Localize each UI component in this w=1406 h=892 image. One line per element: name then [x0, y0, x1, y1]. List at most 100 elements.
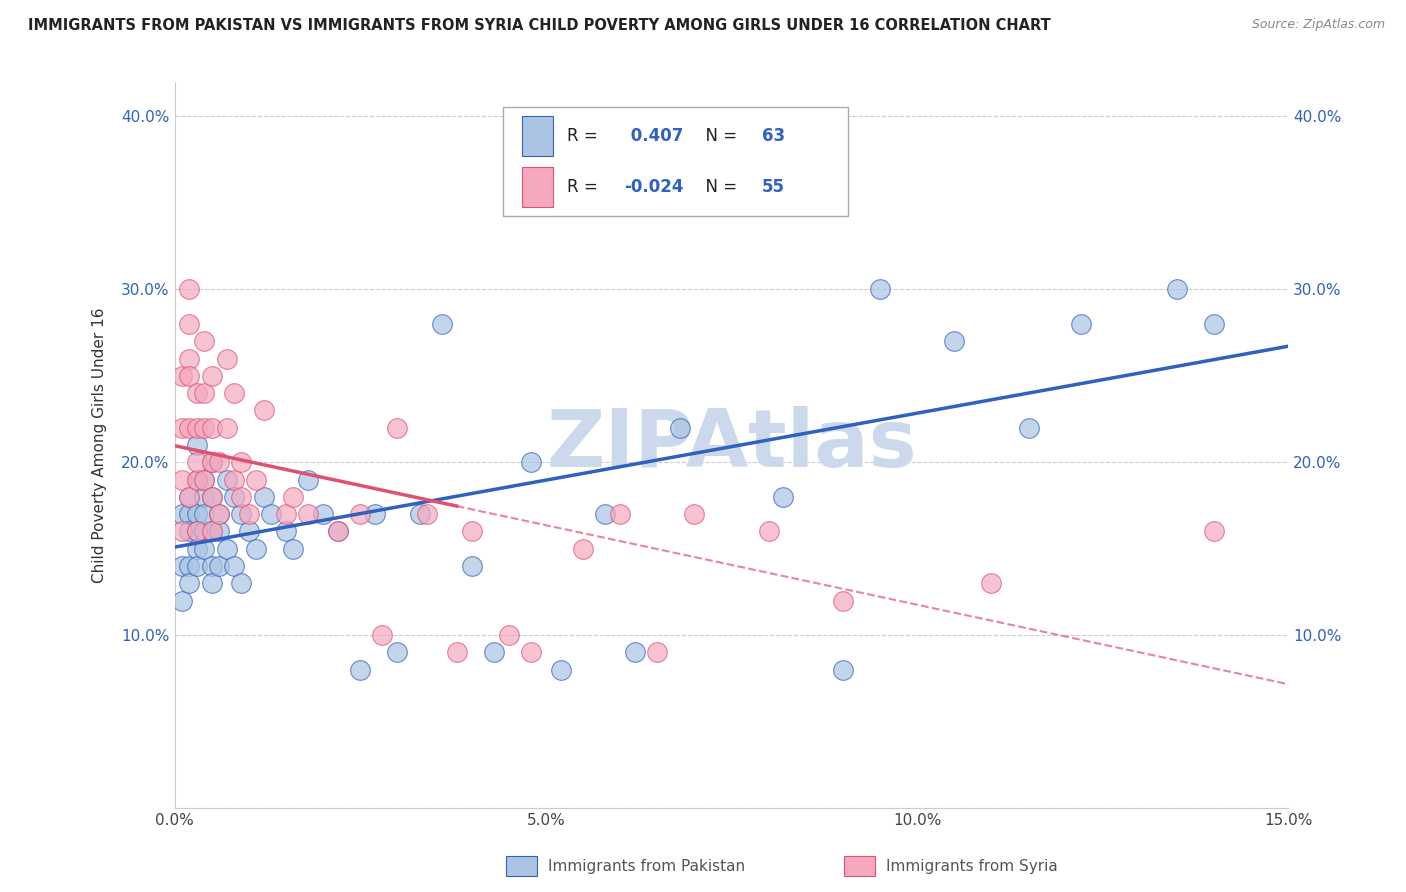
FancyBboxPatch shape	[503, 107, 848, 216]
Point	[179, 282, 201, 296]
Point	[943, 334, 966, 349]
Point	[179, 490, 201, 504]
Point	[238, 507, 260, 521]
Point	[186, 386, 208, 401]
Text: 63: 63	[762, 128, 785, 145]
Point	[253, 403, 276, 417]
Point	[326, 524, 349, 539]
Point	[193, 524, 215, 539]
Text: IMMIGRANTS FROM PAKISTAN VS IMMIGRANTS FROM SYRIA CHILD POVERTY AMONG GIRLS UNDE: IMMIGRANTS FROM PAKISTAN VS IMMIGRANTS F…	[28, 18, 1050, 33]
Point	[283, 490, 305, 504]
Point	[231, 507, 253, 521]
Point	[231, 455, 253, 469]
Point	[222, 386, 245, 401]
Text: R =: R =	[567, 178, 603, 196]
Point	[222, 473, 245, 487]
Point	[170, 593, 193, 607]
Point	[170, 420, 193, 434]
Text: Source: ZipAtlas.com: Source: ZipAtlas.com	[1251, 18, 1385, 31]
Point	[222, 490, 245, 504]
Point	[624, 645, 647, 659]
Text: 55: 55	[762, 178, 785, 196]
Point	[201, 455, 224, 469]
Point	[245, 473, 267, 487]
Text: Immigrants from Syria: Immigrants from Syria	[886, 859, 1057, 873]
Point	[193, 420, 215, 434]
Point	[231, 490, 253, 504]
Point	[550, 663, 572, 677]
Point	[201, 455, 224, 469]
Point	[416, 507, 439, 521]
Point	[193, 473, 215, 487]
Point	[482, 645, 505, 659]
Point	[645, 645, 668, 659]
Point	[245, 541, 267, 556]
Point	[215, 351, 238, 366]
Point	[460, 559, 482, 574]
Point	[520, 455, 543, 469]
Point	[387, 420, 409, 434]
Point	[609, 507, 631, 521]
Point	[260, 507, 283, 521]
Point	[253, 490, 276, 504]
Point	[170, 524, 193, 539]
Point	[274, 524, 297, 539]
Point	[201, 524, 224, 539]
Point	[201, 368, 224, 383]
Point	[193, 541, 215, 556]
Point	[1204, 317, 1226, 331]
Bar	[522, 116, 554, 156]
Point	[208, 559, 231, 574]
Point	[297, 473, 319, 487]
Point	[179, 490, 201, 504]
Point	[408, 507, 430, 521]
Point	[170, 473, 193, 487]
Point	[326, 524, 349, 539]
Point	[208, 524, 231, 539]
Point	[668, 420, 690, 434]
Point	[201, 524, 224, 539]
Point	[498, 628, 520, 642]
Point	[215, 541, 238, 556]
Point	[186, 541, 208, 556]
Point	[193, 473, 215, 487]
Bar	[522, 167, 554, 207]
Point	[186, 473, 208, 487]
Point	[593, 507, 616, 521]
Point	[179, 351, 201, 366]
Point	[179, 559, 201, 574]
Point	[215, 420, 238, 434]
Point	[201, 490, 224, 504]
Point	[297, 507, 319, 521]
Point	[1166, 282, 1188, 296]
Point	[283, 541, 305, 556]
Point	[683, 507, 706, 521]
Point	[831, 663, 853, 677]
Point	[980, 576, 1002, 591]
Point	[186, 473, 208, 487]
Point	[238, 524, 260, 539]
Point	[201, 490, 224, 504]
Point	[758, 524, 780, 539]
Point	[697, 161, 720, 176]
Point	[1018, 420, 1040, 434]
Point	[186, 507, 208, 521]
Text: R =: R =	[567, 128, 603, 145]
Point	[186, 524, 208, 539]
Point	[460, 524, 482, 539]
Point	[179, 576, 201, 591]
Point	[364, 507, 387, 521]
Point	[215, 473, 238, 487]
Point	[520, 645, 543, 659]
Point	[201, 559, 224, 574]
Text: ZIPAtlas: ZIPAtlas	[546, 406, 917, 484]
Point	[186, 420, 208, 434]
Point	[186, 524, 208, 539]
Point	[193, 490, 215, 504]
Point	[170, 507, 193, 521]
Point	[274, 507, 297, 521]
Point	[186, 455, 208, 469]
Point	[312, 507, 335, 521]
Point	[831, 593, 853, 607]
Point	[772, 490, 794, 504]
